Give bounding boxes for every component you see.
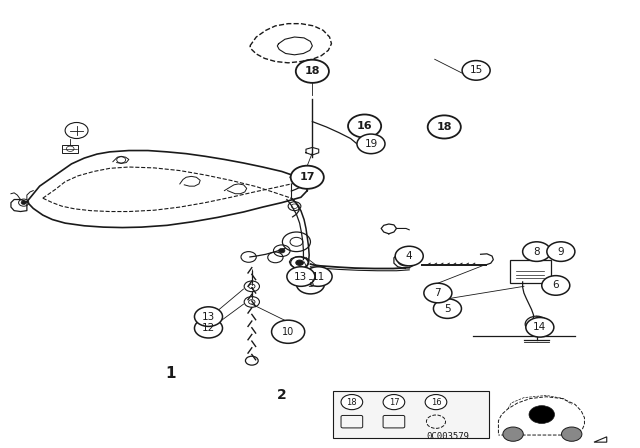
Text: 6: 6 bbox=[552, 280, 559, 290]
Circle shape bbox=[278, 249, 285, 253]
Text: 7: 7 bbox=[435, 288, 441, 298]
Text: 11: 11 bbox=[312, 271, 324, 281]
Text: 8: 8 bbox=[533, 246, 540, 257]
Text: 16: 16 bbox=[431, 397, 442, 407]
Circle shape bbox=[296, 260, 303, 265]
Bar bbox=[333, 391, 489, 438]
Circle shape bbox=[271, 320, 305, 343]
Circle shape bbox=[296, 60, 329, 83]
Text: 15: 15 bbox=[470, 65, 483, 75]
Bar bbox=[62, 145, 78, 153]
Circle shape bbox=[428, 116, 461, 138]
Circle shape bbox=[462, 60, 490, 80]
Circle shape bbox=[21, 201, 26, 204]
Circle shape bbox=[523, 242, 550, 261]
Text: 17: 17 bbox=[388, 397, 399, 407]
Circle shape bbox=[526, 318, 554, 337]
Circle shape bbox=[425, 395, 447, 409]
Text: 18: 18 bbox=[305, 66, 320, 76]
Text: 5: 5 bbox=[444, 304, 451, 314]
Text: 18: 18 bbox=[436, 122, 452, 132]
Circle shape bbox=[424, 283, 452, 303]
Circle shape bbox=[287, 267, 315, 286]
Text: 0C003579: 0C003579 bbox=[426, 432, 469, 441]
Text: 18: 18 bbox=[346, 397, 357, 407]
Text: 12: 12 bbox=[202, 323, 215, 333]
Text: 17: 17 bbox=[300, 172, 315, 182]
Circle shape bbox=[195, 319, 223, 338]
Circle shape bbox=[529, 405, 554, 423]
Text: 4: 4 bbox=[406, 251, 413, 261]
Circle shape bbox=[357, 134, 385, 154]
Text: 9: 9 bbox=[557, 246, 564, 257]
Circle shape bbox=[341, 395, 363, 409]
Circle shape bbox=[503, 427, 524, 441]
Circle shape bbox=[291, 166, 324, 189]
Circle shape bbox=[195, 307, 223, 327]
Circle shape bbox=[304, 267, 332, 286]
Text: 10: 10 bbox=[282, 327, 294, 337]
Text: 13: 13 bbox=[294, 271, 307, 281]
Circle shape bbox=[348, 115, 381, 138]
Circle shape bbox=[395, 246, 423, 266]
Text: 2: 2 bbox=[277, 388, 287, 402]
Circle shape bbox=[541, 276, 570, 295]
Circle shape bbox=[547, 242, 575, 261]
Circle shape bbox=[383, 395, 404, 409]
Text: 3: 3 bbox=[307, 279, 314, 289]
Circle shape bbox=[296, 274, 324, 294]
Circle shape bbox=[561, 427, 582, 441]
Text: 14: 14 bbox=[533, 322, 547, 332]
Text: 13: 13 bbox=[202, 312, 215, 322]
Text: 1: 1 bbox=[165, 366, 175, 381]
Text: 16: 16 bbox=[356, 121, 372, 131]
Bar bbox=[531, 253, 541, 259]
Text: 19: 19 bbox=[364, 139, 378, 149]
Circle shape bbox=[433, 299, 461, 319]
